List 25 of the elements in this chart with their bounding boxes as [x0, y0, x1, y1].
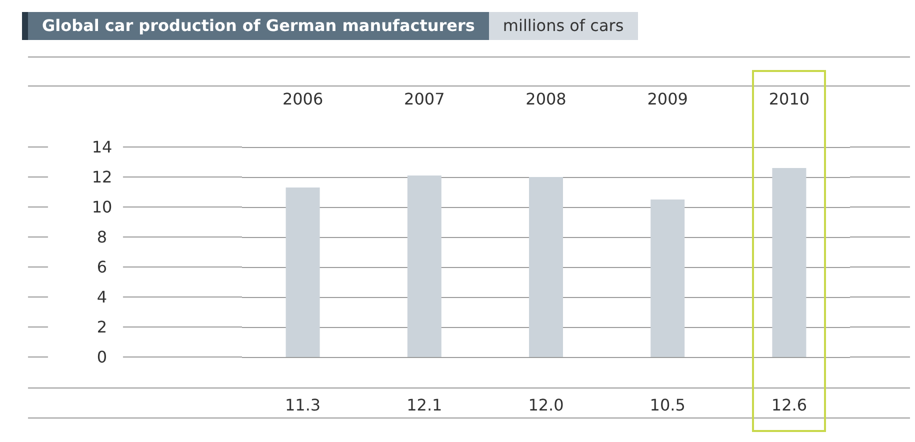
x-tick-label: 2006 [282, 90, 324, 108]
y-tick-label: 12 [92, 168, 112, 186]
chart-title: Global car production of German manufacturers [28, 12, 489, 40]
data-label: 11.3 [284, 396, 321, 414]
y-tick-label: 0 [96, 348, 108, 366]
data-label: 12.6 [771, 396, 808, 414]
data-label: 12.1 [406, 396, 442, 414]
bar [529, 177, 563, 357]
x-tick-label: 2010 [768, 90, 810, 108]
chart-subtitle: millions of cars [488, 12, 638, 40]
x-tick-label: 2008 [526, 90, 566, 108]
y-tick-label: 10 [92, 198, 112, 216]
data-label: 10.5 [650, 396, 686, 414]
y-tick-label: 2 [96, 318, 108, 336]
y-tick-label: 8 [96, 228, 108, 246]
data-label: 12.0 [528, 396, 564, 414]
x-tick-label: 2009 [647, 90, 688, 108]
bar [407, 176, 442, 357]
bar [650, 200, 685, 357]
y-tick-label: 14 [92, 138, 112, 156]
bar [286, 188, 320, 357]
y-tick-label: 4 [96, 288, 108, 306]
x-tick-label: 2007 [404, 90, 445, 108]
y-tick-label: 6 [96, 258, 108, 276]
bar [772, 168, 806, 357]
